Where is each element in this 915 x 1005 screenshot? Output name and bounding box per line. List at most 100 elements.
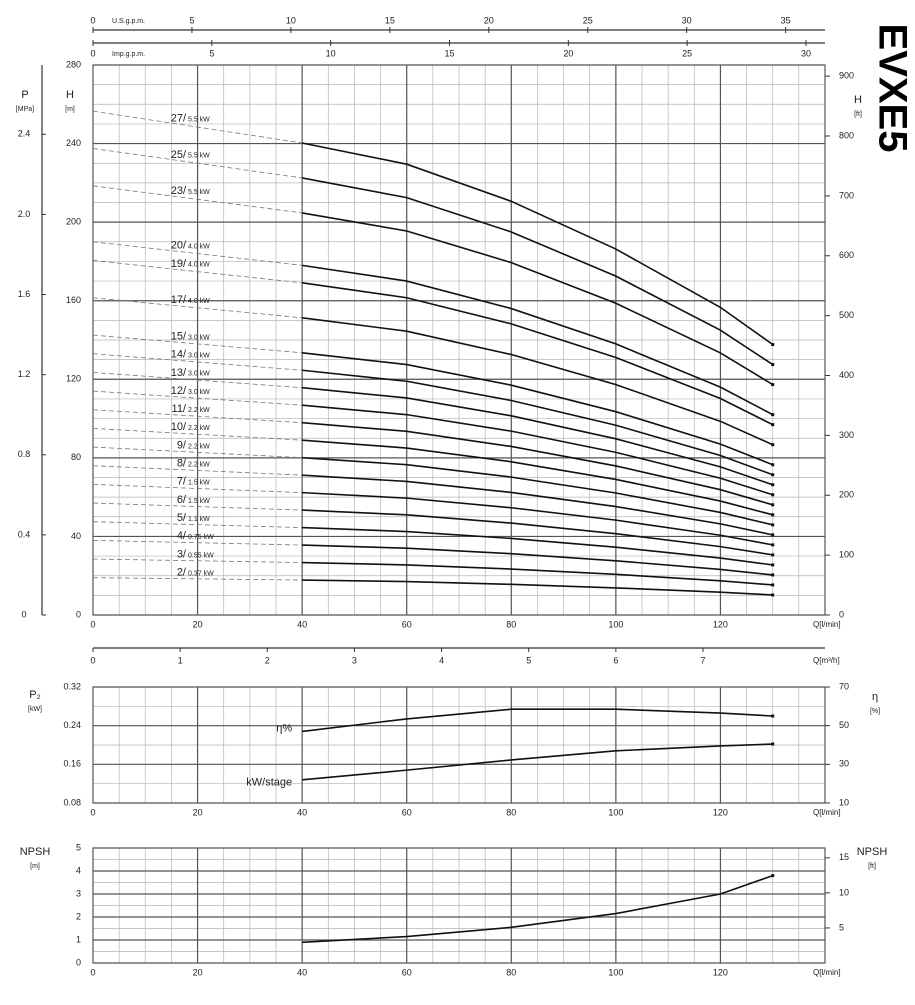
- bottom-axis-label: Q[m³/h]: [813, 656, 840, 665]
- end-point: [771, 343, 775, 347]
- curve: [92, 521, 303, 528]
- bottom-axis-tick-label: 2: [265, 655, 270, 665]
- left-axis-tick-label: 1.6: [18, 289, 31, 299]
- curve-power-label: 3.0 kW: [188, 371, 210, 378]
- x-tick-label: 100: [608, 967, 623, 977]
- curve-label: 8/: [177, 458, 187, 470]
- curve: [92, 148, 303, 179]
- curve: [92, 372, 303, 389]
- top-axis-tick-label: 5: [189, 15, 194, 25]
- top-axis-label: U.S.g.p.m.: [112, 18, 145, 25]
- curve-label: 15/: [171, 330, 187, 342]
- y-tick-label: 120: [66, 374, 81, 384]
- x-tick-label: 40: [297, 967, 307, 977]
- curve-label: 2/: [177, 567, 187, 579]
- y-tick-label: 40: [71, 531, 81, 541]
- x-tick-label: 40: [297, 619, 307, 629]
- x-tick-label: 120: [713, 807, 728, 817]
- curve-power-label: 3.0 kW: [188, 389, 210, 396]
- y2-axis-unit: [%]: [870, 708, 880, 715]
- curve: [302, 561, 773, 586]
- y2-tick-label: 900: [839, 71, 854, 81]
- end-point: [771, 533, 775, 537]
- curve: [302, 264, 774, 416]
- y2-tick-label: 300: [839, 430, 854, 440]
- x-tick-label: 20: [193, 619, 203, 629]
- y-axis-unit: [m]: [30, 863, 40, 870]
- top-axis-tick-label: 15: [385, 15, 395, 25]
- end-point: [771, 463, 775, 467]
- bottom-axis-tick-label: 5: [526, 655, 531, 665]
- curve-label: 27/: [171, 112, 187, 124]
- y-tick-label: 80: [71, 452, 81, 462]
- curve-label: 17/: [171, 294, 187, 306]
- end-point: [771, 563, 775, 567]
- end-point: [771, 413, 775, 417]
- y-tick-label: 0.16: [63, 759, 81, 769]
- y-tick-label: 0: [76, 957, 81, 967]
- bottom-axis-tick-label: 0: [90, 655, 95, 665]
- left-axis-tick-label: 1.2: [18, 369, 31, 379]
- x-tick-label: 20: [193, 807, 203, 817]
- top-axis-tick-label: 0: [90, 15, 95, 25]
- top-axis-tick-label: 10: [286, 15, 296, 25]
- y-tick-label: 0: [76, 609, 81, 619]
- curve: [302, 456, 773, 526]
- left-axis-tick-label: 0.4: [18, 529, 31, 539]
- y2-tick-label: 700: [839, 190, 854, 200]
- top-axis-tick-label: 20: [484, 15, 494, 25]
- curve-power-label: 2.2 kW: [188, 462, 210, 469]
- end-point: [771, 742, 775, 746]
- curve: [302, 282, 774, 426]
- y-tick-label: 0.32: [63, 681, 81, 691]
- end-point: [771, 483, 775, 487]
- top-axis-tick-label: 35: [781, 15, 791, 25]
- y-tick-label: 2: [76, 911, 81, 921]
- curve-label: η%: [276, 722, 292, 734]
- y2-tick-label: 500: [839, 310, 854, 320]
- curve-label: 25/: [171, 149, 187, 161]
- left-axis-tick-label: 2.4: [18, 129, 31, 139]
- curve: [302, 491, 773, 546]
- y-axis-unit: [m]: [65, 106, 75, 113]
- y2-axis-unit: [ft]: [868, 863, 876, 870]
- curve-label: 14/: [171, 349, 187, 361]
- end-point: [771, 423, 775, 427]
- y2-tick-label: 15: [839, 852, 849, 862]
- curve-power-label: 0.37 kW: [188, 571, 214, 578]
- curve: [92, 390, 303, 406]
- curve-label: 5/: [177, 512, 187, 524]
- end-point: [771, 493, 775, 497]
- x-tick-label: 100: [608, 807, 623, 817]
- x-tick-label: 60: [402, 807, 412, 817]
- bottom-axis-tick-label: 6: [613, 655, 618, 665]
- chart-title: EVXE5: [870, 24, 914, 153]
- x-tick-label: 20: [193, 967, 203, 977]
- left-axis-tick-label: 0: [21, 609, 26, 619]
- curve: [302, 386, 773, 486]
- y-tick-label: 0.08: [63, 797, 81, 807]
- curve-label: 6/: [177, 494, 187, 506]
- top-axis-label: Imp.g.p.m.: [112, 51, 145, 58]
- y-tick-label: 5: [76, 842, 81, 852]
- y2-axis-label: NPSH: [857, 846, 888, 858]
- curve-power-label: 3.0 kW: [188, 334, 210, 341]
- curve: [92, 502, 303, 511]
- end-point: [771, 583, 775, 587]
- y2-tick-label: 10: [839, 887, 849, 897]
- curve-label: 7/: [177, 476, 187, 488]
- x-axis-label: Q[l/min]: [813, 968, 841, 977]
- x-tick-label: 120: [713, 967, 728, 977]
- curve: [302, 509, 773, 556]
- curve: [302, 317, 774, 446]
- curve: [92, 446, 303, 459]
- end-point: [771, 473, 775, 477]
- x-tick-label: 0: [90, 967, 95, 977]
- curve-power-label: 4.0 kW: [188, 244, 210, 251]
- curve: [92, 409, 303, 424]
- y-tick-label: 0.24: [63, 720, 81, 730]
- curve: [92, 483, 303, 494]
- y2-tick-label: 70: [839, 681, 849, 691]
- y2-tick-label: 0: [839, 609, 844, 619]
- curve-label: 11/: [172, 403, 187, 415]
